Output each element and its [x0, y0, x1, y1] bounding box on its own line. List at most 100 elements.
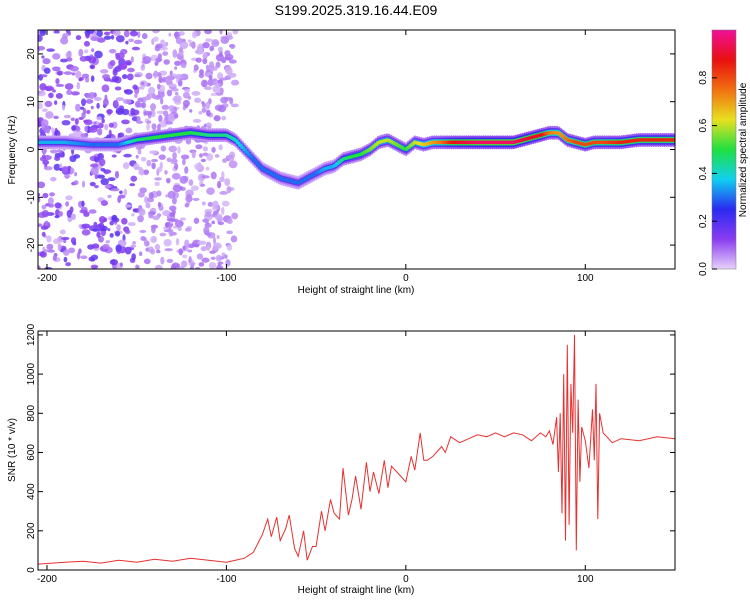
- noise-speckle: [226, 244, 233, 251]
- noise-speckle: [61, 119, 71, 126]
- noise-speckle: [145, 72, 153, 80]
- noise-speckle: [42, 58, 51, 65]
- noise-speckle: [179, 217, 187, 221]
- noise-speckle: [114, 86, 122, 91]
- noise-speckle: [205, 109, 211, 117]
- noise-speckle: [84, 49, 89, 54]
- noise-speckle: [136, 102, 145, 108]
- noise-speckle: [88, 209, 97, 214]
- noise-speckle: [231, 79, 240, 86]
- noise-speckle: [144, 196, 149, 204]
- noise-speckle: [139, 187, 147, 194]
- noise-speckle: [228, 59, 237, 64]
- noise-speckle: [97, 235, 104, 243]
- noise-speckle: [41, 210, 50, 218]
- noise-speckle: [215, 61, 221, 68]
- noise-speckle: [222, 158, 228, 164]
- noise-speckle: [79, 56, 88, 62]
- noise-speckle: [78, 48, 84, 57]
- noise-speckle: [98, 215, 106, 223]
- noise-speckle: [92, 228, 99, 232]
- noise-speckle: [129, 30, 139, 37]
- noise-speckle: [204, 211, 212, 218]
- noise-speckle: [131, 253, 137, 261]
- x-tick-label: -200: [37, 273, 57, 284]
- noise-speckle: [107, 228, 111, 232]
- noise-speckle: [43, 166, 53, 171]
- noise-speckle: [167, 83, 177, 88]
- noise-speckle: [109, 220, 114, 226]
- noise-speckle: [154, 61, 159, 66]
- noise-speckle: [168, 145, 178, 153]
- noise-speckle: [98, 222, 105, 229]
- noise-speckle: [90, 163, 99, 168]
- noise-speckle: [184, 202, 190, 208]
- noise-speckle: [130, 244, 137, 248]
- noise-speckle: [75, 70, 82, 79]
- noise-speckle: [76, 251, 81, 260]
- noise-speckle: [160, 256, 165, 265]
- noise-speckle: [40, 119, 49, 127]
- noise-speckle: [70, 117, 75, 122]
- y-tick-label: 0: [26, 567, 37, 573]
- noise-speckle: [164, 248, 173, 252]
- noise-speckle: [174, 73, 184, 80]
- noise-speckle: [47, 249, 55, 253]
- noise-speckle: [43, 125, 50, 134]
- noise-speckle: [221, 115, 227, 121]
- noise-speckle: [134, 74, 141, 78]
- noise-speckle: [81, 200, 85, 207]
- noise-speckle: [43, 67, 51, 74]
- noise-speckle: [59, 58, 68, 63]
- noise-speckle: [115, 35, 125, 43]
- colorbar: 0.0 0.2 0.4 0.6 0.8 Normalized spectral ampl…: [698, 29, 749, 276]
- spectrogram-y-ticks: -20 -10 0 10 20: [26, 48, 675, 252]
- noise-speckle: [194, 163, 203, 170]
- noise-speckle: [230, 235, 238, 243]
- noise-speckle: [166, 177, 171, 184]
- noise-speckle: [157, 83, 161, 90]
- noise-speckle: [74, 171, 78, 177]
- noise-speckle: [85, 99, 94, 104]
- noise-speckle: [211, 146, 216, 153]
- noise-speckle: [128, 38, 134, 43]
- noise-speckle: [75, 35, 82, 41]
- noise-speckle: [181, 63, 187, 69]
- noise-speckle: [57, 243, 62, 251]
- noise-speckle: [126, 73, 134, 81]
- noise-speckle: [56, 149, 63, 153]
- noise-speckle: [174, 92, 179, 96]
- noise-speckle: [150, 236, 157, 244]
- spectrogram-marks: [38, 30, 675, 269]
- noise-speckle: [163, 59, 170, 65]
- noise-speckle: [81, 73, 90, 79]
- noise-speckle: [122, 162, 130, 170]
- noise-speckle: [158, 120, 168, 128]
- noise-speckle: [109, 259, 119, 266]
- y-tick-label: 400: [26, 483, 37, 500]
- noise-speckle: [55, 92, 63, 99]
- noise-speckle: [171, 197, 177, 205]
- noise-speckle: [96, 231, 101, 238]
- noise-speckle: [209, 64, 215, 73]
- noise-speckle: [140, 236, 146, 241]
- spectrogram-y-label: Frequency (Hz): [7, 116, 18, 185]
- noise-speckle: [101, 118, 105, 124]
- noise-speckle: [197, 240, 207, 246]
- noise-speckle: [99, 69, 109, 74]
- noise-speckle: [229, 43, 236, 50]
- noise-speckle: [187, 243, 195, 249]
- noise-speckle: [156, 110, 166, 115]
- noise-speckle: [208, 75, 213, 80]
- noise-speckle: [112, 30, 121, 36]
- noise-speckle: [121, 119, 130, 125]
- noise-speckle: [199, 69, 204, 76]
- noise-speckle: [117, 132, 125, 138]
- noise-speckle: [80, 255, 88, 260]
- noise-speckle: [38, 223, 43, 228]
- noise-speckle: [151, 225, 156, 234]
- noise-speckle: [50, 176, 57, 182]
- noise-speckle: [121, 217, 128, 225]
- noise-speckle: [48, 92, 54, 99]
